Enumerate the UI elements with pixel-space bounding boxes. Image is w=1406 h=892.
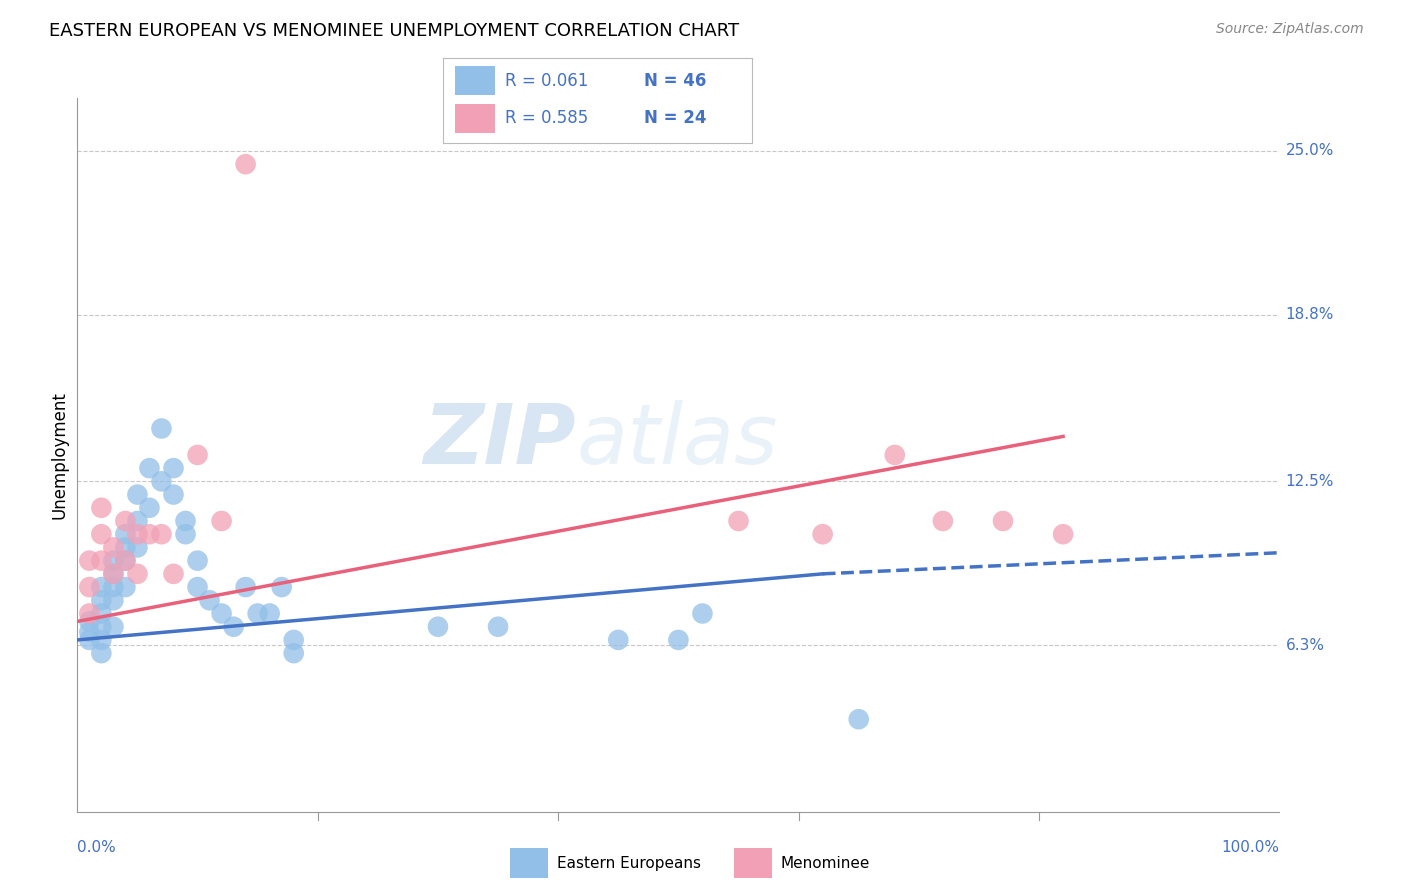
Point bbox=[991, 514, 1014, 528]
Point bbox=[127, 487, 149, 501]
Point bbox=[138, 500, 160, 515]
Text: Menominee: Menominee bbox=[780, 855, 870, 871]
Point bbox=[127, 514, 149, 528]
Point bbox=[114, 580, 136, 594]
Point bbox=[103, 541, 125, 555]
Point bbox=[103, 580, 125, 594]
Bar bbox=[510, 848, 548, 878]
Point bbox=[883, 448, 905, 462]
Point bbox=[174, 527, 197, 541]
Point bbox=[103, 566, 125, 581]
Point bbox=[79, 632, 101, 647]
Point bbox=[127, 541, 149, 555]
Point bbox=[162, 461, 184, 475]
Text: N = 24: N = 24 bbox=[644, 109, 706, 128]
Point bbox=[607, 632, 630, 647]
Point bbox=[114, 554, 136, 568]
Text: ZIP: ZIP bbox=[423, 401, 576, 481]
Point bbox=[90, 620, 112, 634]
Point bbox=[486, 620, 509, 634]
Point bbox=[79, 554, 101, 568]
Point bbox=[162, 566, 184, 581]
Point bbox=[211, 607, 233, 621]
Point bbox=[90, 554, 112, 568]
Point bbox=[162, 487, 184, 501]
Point bbox=[174, 514, 197, 528]
Text: Eastern Europeans: Eastern Europeans bbox=[557, 855, 700, 871]
Point bbox=[186, 448, 209, 462]
Point bbox=[235, 580, 257, 594]
Bar bbox=[734, 848, 772, 878]
Bar bbox=[456, 67, 495, 95]
Point bbox=[114, 541, 136, 555]
Point bbox=[103, 566, 125, 581]
Text: 0.0%: 0.0% bbox=[77, 840, 117, 855]
Point bbox=[127, 527, 149, 541]
Y-axis label: Unemployment: Unemployment bbox=[51, 391, 69, 519]
Text: 12.5%: 12.5% bbox=[1285, 474, 1334, 489]
Point bbox=[138, 461, 160, 475]
Point bbox=[114, 514, 136, 528]
Point bbox=[150, 527, 173, 541]
Point bbox=[90, 646, 112, 660]
Point bbox=[283, 646, 305, 660]
Point bbox=[222, 620, 245, 634]
Point bbox=[235, 157, 257, 171]
Point bbox=[427, 620, 450, 634]
Point bbox=[114, 527, 136, 541]
Point bbox=[90, 500, 112, 515]
Point bbox=[79, 625, 101, 640]
Point bbox=[246, 607, 269, 621]
Point bbox=[198, 593, 221, 607]
Text: 25.0%: 25.0% bbox=[1285, 144, 1334, 159]
Bar bbox=[456, 103, 495, 133]
Point bbox=[150, 475, 173, 489]
Point bbox=[79, 580, 101, 594]
Point bbox=[1052, 527, 1074, 541]
Point bbox=[692, 607, 714, 621]
Text: R = 0.585: R = 0.585 bbox=[505, 109, 588, 128]
Point bbox=[270, 580, 292, 594]
Point bbox=[114, 554, 136, 568]
Point bbox=[668, 632, 690, 647]
Text: 18.8%: 18.8% bbox=[1285, 308, 1334, 322]
Point bbox=[150, 421, 173, 435]
Point bbox=[138, 527, 160, 541]
Point bbox=[259, 607, 281, 621]
Point bbox=[932, 514, 955, 528]
Point bbox=[211, 514, 233, 528]
Point bbox=[103, 554, 125, 568]
Point bbox=[848, 712, 870, 726]
Point bbox=[90, 593, 112, 607]
Point bbox=[283, 632, 305, 647]
Point bbox=[103, 620, 125, 634]
Point bbox=[127, 566, 149, 581]
Text: EASTERN EUROPEAN VS MENOMINEE UNEMPLOYMENT CORRELATION CHART: EASTERN EUROPEAN VS MENOMINEE UNEMPLOYME… bbox=[49, 22, 740, 40]
Point bbox=[186, 554, 209, 568]
Point bbox=[811, 527, 834, 541]
Text: 100.0%: 100.0% bbox=[1222, 840, 1279, 855]
Point bbox=[186, 580, 209, 594]
Point bbox=[90, 632, 112, 647]
Point bbox=[90, 527, 112, 541]
Text: Source: ZipAtlas.com: Source: ZipAtlas.com bbox=[1216, 22, 1364, 37]
Text: 6.3%: 6.3% bbox=[1285, 638, 1324, 653]
Point bbox=[727, 514, 749, 528]
Point bbox=[79, 615, 101, 629]
Text: atlas: atlas bbox=[576, 401, 778, 481]
Point bbox=[79, 607, 101, 621]
Point bbox=[90, 580, 112, 594]
Point bbox=[103, 593, 125, 607]
Text: R = 0.061: R = 0.061 bbox=[505, 72, 588, 90]
Point bbox=[90, 607, 112, 621]
Text: N = 46: N = 46 bbox=[644, 72, 706, 90]
